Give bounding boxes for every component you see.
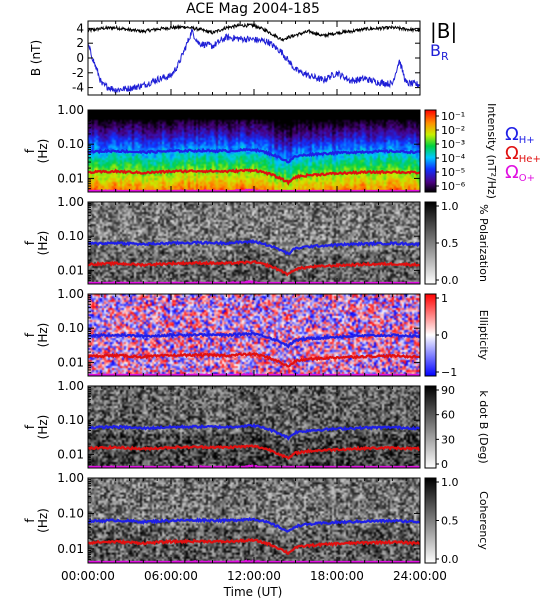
colorbar-tick-label-polarization: 0.0 xyxy=(441,274,459,287)
gyro-line-he-plus-coherency xyxy=(87,538,420,555)
legend-omega-h-sub: H+ xyxy=(519,135,535,146)
gyro-line-h-plus-coherency xyxy=(87,517,420,533)
y-tick-label-polarization: 0.10 xyxy=(57,229,84,243)
y-axis-label-coherency: f xyxy=(23,518,37,523)
gyro-line-he-plus-ellipticity xyxy=(87,351,421,368)
y-tick-label-ellipticity: 0.10 xyxy=(57,321,84,335)
series-line-b-r xyxy=(87,28,421,94)
colorbar-polarization xyxy=(424,201,437,285)
labels: 420-2-4B (nT)1.000.100.01f (Hz)10⁻¹10⁻²10… xyxy=(23,21,498,583)
colorbar-tick-label-coherency: 0.0 xyxy=(441,553,459,566)
colorbar-tick-label-intensity: 10⁻⁶ xyxy=(441,180,466,193)
y-tick-label-ellipticity: 0.01 xyxy=(57,355,84,369)
colorbar-tick-label-coherency: 1.0 xyxy=(441,476,459,489)
colorbar-ellipticity xyxy=(424,293,437,377)
colorbar-coherency xyxy=(424,477,437,564)
y-tick-label-coherency: 0.01 xyxy=(57,542,84,556)
gyro-line-h-plus-intensity xyxy=(87,147,421,164)
legend-b-r-letter: B xyxy=(430,41,441,60)
y-axis-label-k-dot-b: f xyxy=(23,424,37,429)
colorbar-tick-label-intensity: 10⁻² xyxy=(441,124,465,137)
y-tick-label-intensity: 0.01 xyxy=(57,171,84,185)
legend-omega-h-symbol: Ω xyxy=(505,124,519,145)
colorbar-tick-label-k-dot-b: 60 xyxy=(441,409,455,422)
colorbar-tick-label-intensity: 10⁻⁴ xyxy=(441,152,466,165)
colorbar-tick-label-ellipticity: 1 xyxy=(441,292,448,305)
colorbar-label-k-dot-b: k dot B (Deg) xyxy=(477,390,490,463)
y-axis-label-intensity: f xyxy=(23,148,37,153)
y-axis-label-unit-k-dot-b: (Hz) xyxy=(36,415,50,440)
gyro-line-h-plus-polarization xyxy=(87,238,421,256)
colorbar-tick-label-ellipticity: 0 xyxy=(441,329,448,342)
panel-frame-magnetic-field xyxy=(87,20,421,96)
y-tick-label-k-dot-b: 0.10 xyxy=(57,413,84,427)
y-tick-label-ellipticity: 1.00 xyxy=(57,287,84,301)
y-tick-label-polarization: 0.01 xyxy=(57,263,84,277)
x-tick-label: 00:00:00 xyxy=(61,569,115,583)
gyro-line-h-plus-k-dot-b xyxy=(87,422,421,441)
legend-omega-he-symbol: Ω xyxy=(505,143,519,164)
colorbar-k-dot-b xyxy=(424,385,437,469)
legend-omega-he: ΩHe+ xyxy=(505,143,541,165)
y-tick-label-intensity: 1.00 xyxy=(57,103,84,117)
colorbar-intensity xyxy=(424,109,437,193)
legend-magnetic: |B| BR xyxy=(430,19,457,63)
y-axis-label-unit-intensity: (Hz) xyxy=(36,139,50,164)
axes xyxy=(87,20,439,564)
colorbar-label-intensity: Intensity (nT²/Hz) xyxy=(485,103,498,199)
colorbar-label-ellipticity: Ellipticity xyxy=(477,310,490,361)
y-tick-label-mag: 4 xyxy=(76,21,84,35)
colorbar-label-polarization: % Polarization xyxy=(477,204,490,282)
y-axis-label-ellipticity: f xyxy=(23,332,37,337)
y-axis-label-unit-ellipticity: (Hz) xyxy=(36,323,50,348)
y-axis-label-unit-coherency: (Hz) xyxy=(36,508,50,533)
legend-omega-h: ΩH+ xyxy=(505,124,535,146)
y-tick-label-intensity: 0.10 xyxy=(57,137,84,151)
legend-gyrofrequency: ΩH+ ΩHe+ ΩO+ xyxy=(505,124,541,184)
y-tick-label-mag: -4 xyxy=(72,81,84,95)
y-tick-label-polarization: 1.00 xyxy=(57,195,84,209)
gyro-line-he-plus-intensity xyxy=(87,167,421,186)
colorbar-tick-label-intensity: 10⁻³ xyxy=(441,138,465,151)
gyro-line-he-plus-k-dot-b xyxy=(87,444,421,460)
figure-title: ACE Mag 2004-185 xyxy=(186,1,320,17)
y-tick-label-coherency: 1.00 xyxy=(57,471,84,485)
colorbar-tick-label-intensity: 10⁻¹ xyxy=(441,110,465,123)
y-tick-label-mag: -2 xyxy=(72,66,84,80)
legend-b-total: |B| xyxy=(430,19,457,43)
y-axis-label-mag: B (nT) xyxy=(29,40,43,76)
y-tick-label-coherency: 0.10 xyxy=(57,506,84,520)
colorbar-tick-label-ellipticity: −1 xyxy=(441,366,457,379)
y-tick-label-k-dot-b: 1.00 xyxy=(57,379,84,393)
colorbar-tick-label-k-dot-b: 30 xyxy=(441,433,455,446)
colorbar-tick-label-k-dot-b: 90 xyxy=(441,384,455,397)
colorbar-tick-label-k-dot-b: 0 xyxy=(441,458,448,471)
legend-b-r-sub: R xyxy=(441,50,449,63)
legend-omega-he-sub: He+ xyxy=(519,154,541,165)
y-axis-label-polarization: f xyxy=(23,240,37,245)
legend-omega-o: ΩO+ xyxy=(505,162,535,184)
colorbar-tick-label-intensity: 10⁻⁵ xyxy=(441,166,465,179)
y-tick-label-mag: 0 xyxy=(76,51,84,65)
colorbar-tick-label-polarization: 1.0 xyxy=(441,200,459,213)
x-tick-label: 24:00:00 xyxy=(393,569,447,583)
colorbar-tick-label-coherency: 0.5 xyxy=(441,515,459,528)
time-axis-label: Time (UT) xyxy=(223,585,283,599)
legend-omega-o-sub: O+ xyxy=(519,173,535,184)
legend-b-r: BR xyxy=(430,41,449,63)
gyro-line-h-plus-ellipticity xyxy=(87,331,420,349)
x-tick-label: 18:00:00 xyxy=(310,569,364,583)
legend-omega-o-symbol: Ω xyxy=(505,162,519,183)
y-tick-label-k-dot-b: 0.01 xyxy=(57,447,84,461)
gyro-line-he-plus-polarization xyxy=(87,260,421,277)
x-tick-label: 12:00:00 xyxy=(227,569,281,583)
colorbar-tick-label-polarization: 0.5 xyxy=(441,237,459,250)
x-tick-label: 06:00:00 xyxy=(144,569,198,583)
y-axis-label-unit-polarization: (Hz) xyxy=(36,231,50,256)
y-tick-label-mag: 2 xyxy=(76,36,84,50)
colorbar-label-coherency: Coherency xyxy=(477,491,490,550)
